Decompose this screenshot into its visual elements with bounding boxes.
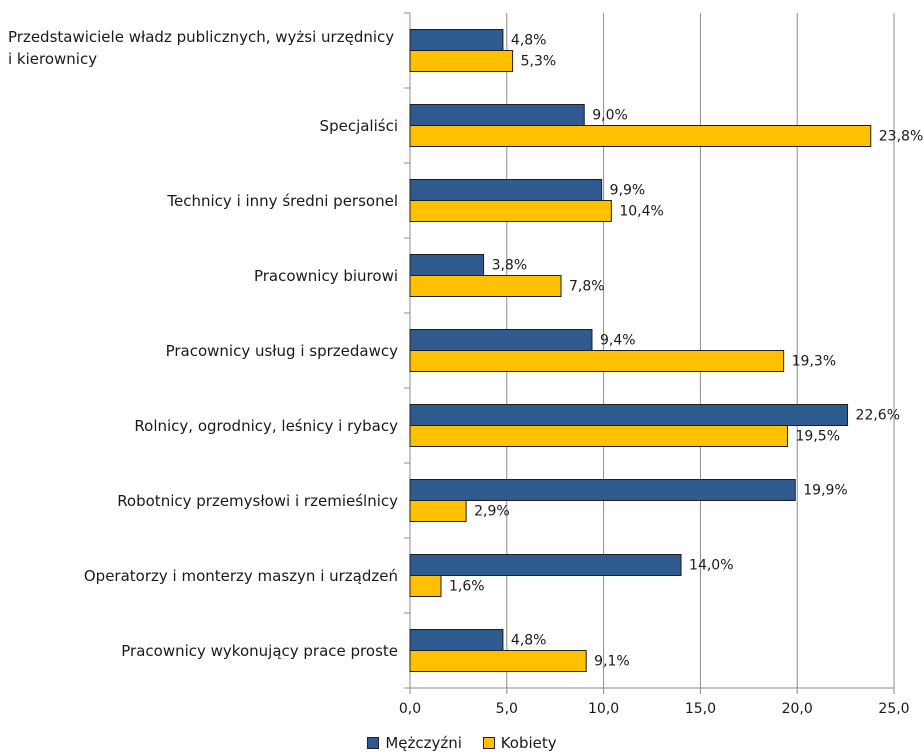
x-tick-label: 0,0 (399, 701, 421, 717)
data-label-women: 7,8% (569, 279, 605, 295)
category-label: Robotnicy przemysłowi i rzemieślnicy (117, 491, 398, 510)
data-label-women: 23,8% (879, 129, 923, 145)
data-label-women: 9,1% (594, 654, 630, 670)
x-tick-label: 15,0 (685, 701, 716, 717)
category-label: Operatorzy i monterzy maszyn i urządzeń (83, 566, 398, 585)
bar-women (409, 500, 467, 522)
bar-men (409, 479, 796, 501)
bar-women (409, 50, 514, 72)
data-label-men: 4,8% (511, 33, 547, 49)
data-label-men: 9,0% (592, 108, 628, 124)
bar-men (409, 179, 603, 201)
category-label: Technicy i inny średni personel (167, 191, 398, 210)
legend-swatch-men (367, 737, 380, 749)
x-tick-label: 5,0 (496, 701, 518, 717)
category-label: Pracownicy biurowi (253, 266, 398, 285)
bar-men (409, 29, 504, 51)
bar-women (409, 575, 442, 597)
legend: Mężczyźni Kobiety (0, 734, 924, 753)
legend-item-women: Kobiety (482, 734, 557, 752)
bar-women (409, 425, 789, 447)
x-tick-label: 20,0 (782, 701, 813, 717)
bar-men (409, 104, 585, 126)
data-label-women: 2,9% (474, 504, 510, 520)
category-label: Pracownicy usług i sprzedawcy (165, 341, 398, 360)
bar-men (409, 554, 682, 576)
data-label-women: 10,4% (619, 204, 663, 220)
category-label: Pracownicy wykonujący prace proste (121, 641, 398, 660)
x-tick-label: 25,0 (878, 701, 909, 717)
x-tick-label: 10,0 (588, 701, 619, 717)
category-label: Przedstawiciele władz publicznych, wyżsi… (8, 27, 395, 68)
bar-women (409, 350, 785, 372)
bar-women (409, 275, 562, 297)
data-label-women: 19,3% (792, 354, 836, 370)
data-label-men: 9,9% (610, 183, 646, 199)
data-label-men: 4,8% (511, 633, 547, 649)
bar-men (409, 629, 504, 651)
bar-women (409, 125, 872, 147)
data-label-women: 1,6% (449, 579, 485, 595)
bar-women (409, 200, 612, 222)
data-label-women: 5,3% (521, 54, 557, 70)
category-label: Specjaliści (319, 116, 398, 135)
bar-men (409, 329, 593, 351)
bar-women (409, 650, 587, 672)
data-label-men: 14,0% (689, 558, 733, 574)
legend-label-men: Mężczyźni (385, 734, 462, 752)
bar-men (409, 404, 849, 426)
data-label-men: 22,6% (856, 408, 900, 424)
data-label-men: 19,9% (803, 483, 847, 499)
data-label-women: 19,5% (796, 429, 840, 445)
category-label: Rolnicy, ogrodnicy, leśnicy i rybacy (134, 416, 398, 435)
legend-item-men: Mężczyźni (367, 734, 462, 752)
data-label-men: 9,4% (600, 333, 636, 349)
legend-swatch-women (482, 737, 495, 749)
data-label-men: 3,8% (492, 258, 528, 274)
bar-men (409, 254, 485, 276)
legend-label-women: Kobiety (500, 734, 557, 752)
